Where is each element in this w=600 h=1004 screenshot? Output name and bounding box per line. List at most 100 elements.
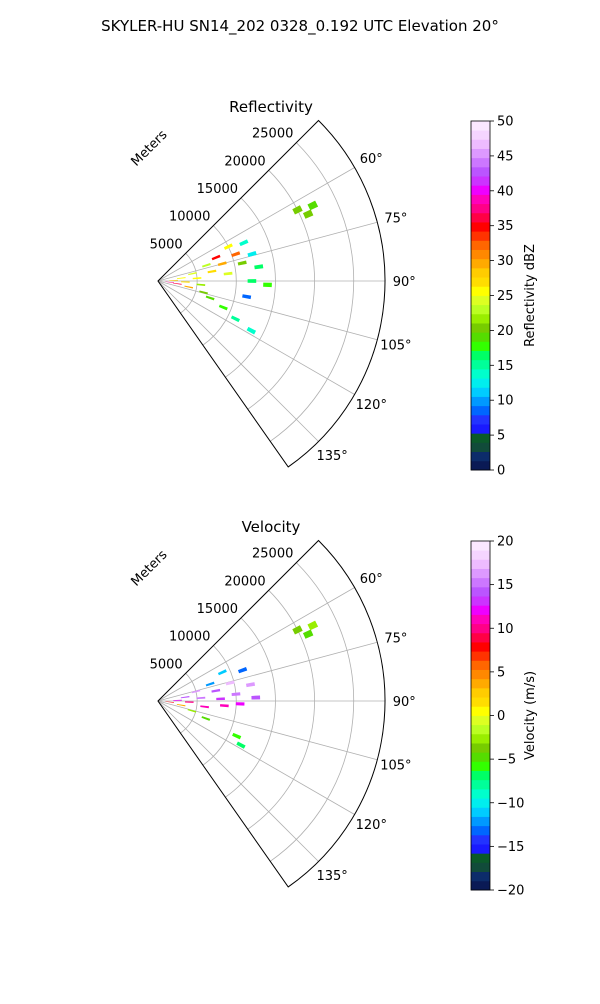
- colorbar-tick-label: 20: [497, 324, 514, 339]
- azimuth-gridline: [157, 700, 355, 815]
- data-gate: [217, 261, 227, 267]
- colorbar-swatch: [471, 258, 490, 269]
- colorbar-swatch: [471, 651, 490, 661]
- data-gate: [302, 629, 314, 639]
- data-gate: [199, 290, 208, 295]
- colorbar-swatch: [471, 368, 490, 379]
- azimuth-gridline: [157, 280, 378, 341]
- colorbar-swatch: [471, 825, 490, 836]
- radial-axis-label: Meters: [129, 547, 171, 589]
- colorbar-swatch: [471, 277, 490, 287]
- velocity-plot: Velocity 5000 10000 15000 20000 25000 Meters 60…: [129, 518, 538, 899]
- range-ring: [270, 562, 355, 862]
- colorbar-swatch: [471, 853, 490, 863]
- colorbar-swatch: [471, 157, 490, 168]
- range-ring: [270, 142, 355, 442]
- colorbar-tick-label: 30: [497, 254, 514, 269]
- data-gate: [223, 271, 233, 276]
- colorbar-tick-label: 5: [497, 665, 505, 680]
- data-gate: [223, 243, 233, 250]
- data-gate: [232, 732, 242, 740]
- colorbar-swatch: [471, 596, 490, 606]
- azimuth-gridline: [157, 280, 355, 395]
- colorbar-swatch: [471, 770, 490, 781]
- azimuth-tick-label: 105°: [380, 339, 411, 354]
- colorbar-swatch: [471, 550, 490, 560]
- radial-tick-label: 15000: [197, 602, 238, 617]
- colorbar-swatch: [471, 341, 490, 352]
- colorbar-swatch: [471, 286, 490, 296]
- colorbar-swatch: [471, 359, 490, 370]
- data-gate: [237, 667, 248, 674]
- colorbar-swatch: [471, 387, 490, 397]
- colorbar-swatch: [471, 788, 490, 799]
- data-gate: [188, 272, 197, 276]
- data-gate: [205, 681, 215, 687]
- colorbar-swatch: [471, 249, 490, 260]
- range-ring: [180, 253, 198, 314]
- colorbar-swatch: [471, 871, 490, 882]
- azimuth-tick-label: 135°: [316, 449, 347, 464]
- range-ring: [247, 590, 315, 830]
- radial-tick-label: 10000: [169, 210, 210, 225]
- colorbar-swatch: [471, 451, 490, 462]
- radial-tick-label: 15000: [197, 182, 238, 197]
- range-ring: [247, 170, 315, 410]
- data-gate: [225, 680, 235, 686]
- data-gate: [219, 704, 229, 708]
- colorbar-swatch: [471, 577, 490, 588]
- data-gate: [251, 695, 261, 700]
- colorbar-swatch: [471, 139, 490, 149]
- colorbar-swatch: [471, 834, 490, 845]
- azimuth-tick-label: 120°: [356, 818, 387, 833]
- colorbar-swatch: [471, 323, 490, 333]
- colorbar-swatch: [471, 295, 490, 306]
- colorbar-swatch: [471, 779, 490, 790]
- colorbar-swatch: [471, 605, 490, 615]
- colorbar-swatch: [471, 844, 490, 854]
- colorbar-swatch: [471, 715, 490, 726]
- data-gate: [217, 669, 227, 676]
- data-gate: [173, 282, 182, 285]
- colorbar-swatch: [471, 862, 490, 873]
- colorbar-swatch: [471, 724, 490, 735]
- radial-tick-label: 20000: [224, 574, 265, 589]
- data-gate: [165, 281, 174, 283]
- range-ring: [202, 645, 237, 766]
- colorbar-swatch: [471, 807, 490, 817]
- data-gate: [205, 295, 215, 301]
- colorbar-swatch: [471, 642, 490, 652]
- colorbar-swatch: [471, 743, 490, 753]
- colorbar-label: Reflectivity dBZ: [523, 244, 538, 347]
- colorbar-swatch: [471, 541, 490, 551]
- sector-frame: [157, 119, 386, 468]
- data-gate: [176, 703, 186, 707]
- azimuth-gridline: [157, 167, 355, 282]
- azimuth-tick-label: 120°: [356, 398, 387, 413]
- colorbar-swatch: [471, 660, 490, 670]
- radial-tick-label: 5000: [150, 237, 183, 252]
- data-gate: [216, 697, 225, 701]
- range-ring: [225, 617, 276, 798]
- colorbar-swatch: [471, 669, 490, 680]
- data-gate: [307, 200, 319, 211]
- reflectivity-plot: Reflectivity 5000 10000 15000 20000 25000 Mete…: [129, 98, 538, 479]
- data-gate: [184, 285, 194, 289]
- colorbar-swatch: [471, 396, 490, 407]
- azimuth-tick-label: 90°: [393, 275, 416, 290]
- colorbar-swatch: [471, 212, 490, 223]
- data-gate: [202, 262, 211, 268]
- radial-tick-label: 25000: [252, 127, 293, 142]
- colorbar-label: Velocity (m/s): [523, 671, 538, 760]
- colorbar-swatch: [471, 405, 490, 416]
- radial-tick-label: 5000: [150, 657, 183, 672]
- data-gate: [245, 682, 256, 688]
- data-gate: [181, 281, 190, 283]
- data-gate: [196, 283, 206, 287]
- colorbar-swatch: [471, 350, 490, 361]
- data-gate: [237, 260, 247, 266]
- colorbar-swatch: [471, 678, 490, 689]
- colorbar-swatch: [471, 798, 490, 808]
- colorbar-swatch: [471, 231, 490, 241]
- data-gate: [254, 264, 264, 270]
